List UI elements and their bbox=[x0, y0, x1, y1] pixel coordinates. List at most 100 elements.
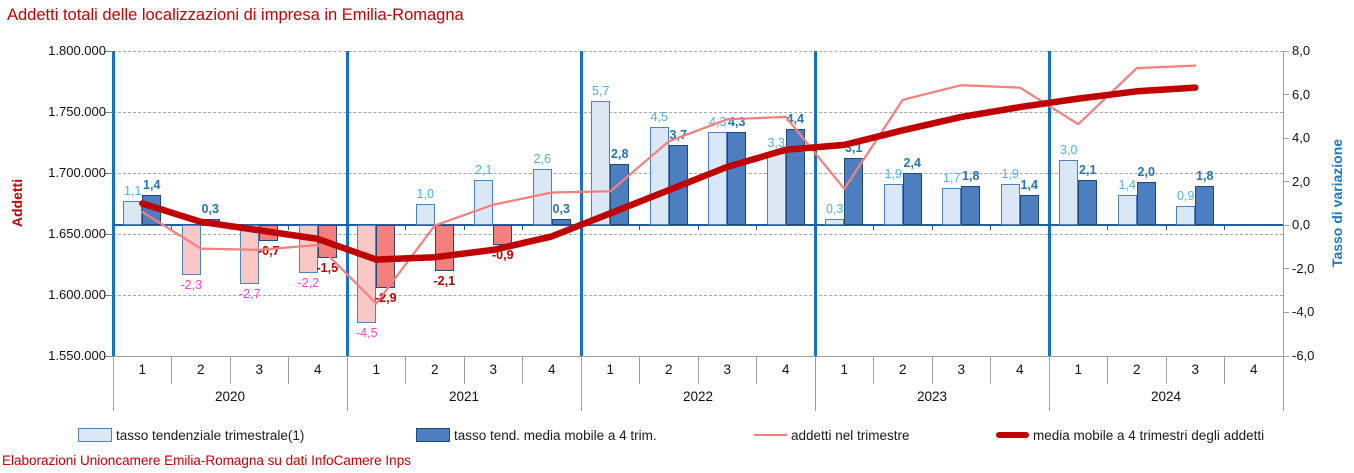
quarter-separator-tick bbox=[171, 356, 172, 384]
year-label: 2021 bbox=[448, 389, 480, 404]
bar-label-media-mobile: 3,7 bbox=[669, 127, 687, 142]
bar-tasso-tendenziale bbox=[766, 153, 786, 226]
bar-label-tendenziale: 5,7 bbox=[592, 84, 610, 99]
quarter-separator-tick bbox=[697, 356, 699, 384]
quarter-separator-tick bbox=[229, 356, 231, 384]
baseline-quarter-tick bbox=[1224, 226, 1225, 231]
year-separator-tick bbox=[1048, 356, 1050, 411]
bar-tasso-tendenziale bbox=[883, 183, 903, 226]
quarter-label: 4 bbox=[781, 362, 790, 377]
bar-label-tendenziale: 4,3 bbox=[709, 114, 727, 129]
legend-swatch-line-thin bbox=[754, 433, 787, 437]
year-separator-tick bbox=[346, 356, 348, 411]
year-separator-line bbox=[579, 51, 583, 356]
quarter-separator-tick bbox=[1224, 356, 1225, 384]
left-axis-tick-label: 1.550.000 bbox=[48, 348, 106, 363]
year-separator-tick bbox=[580, 356, 582, 411]
bar-tasso-tendenziale bbox=[1117, 194, 1137, 226]
quarter-label: 3 bbox=[1191, 362, 1199, 377]
bar-label-tendenziale: -2,3 bbox=[180, 278, 203, 293]
bar-tasso-tendenziale bbox=[649, 127, 669, 226]
bar-tasso-tendenziale bbox=[532, 168, 552, 226]
quarter-label: 4 bbox=[547, 362, 556, 377]
legend-swatch-bar-dark bbox=[416, 428, 450, 442]
quarter-label: 3 bbox=[489, 362, 497, 377]
bar-tasso-media-mobile bbox=[493, 225, 513, 245]
bar-label-tendenziale: 2,6 bbox=[533, 151, 551, 166]
right-axis-title: Tasso di variazione bbox=[1329, 138, 1345, 268]
legend-label: tasso tend. media mobile a 4 trim. bbox=[454, 427, 657, 443]
bar-tasso-media-mobile bbox=[551, 218, 571, 226]
gridline bbox=[113, 233, 1283, 235]
bar-tasso-media-mobile bbox=[1078, 179, 1098, 226]
footer-note: Elaborazioni Unioncamere Emilia-Romagna … bbox=[2, 453, 411, 468]
bar-tasso-tendenziale bbox=[123, 201, 143, 226]
left-axis-tick bbox=[105, 111, 113, 113]
plot-area: 1,1 1,4 -2,3 0,3 -2,7 -0,7 -2,2 -1,5 -4,5 -2,9 1,0… bbox=[105, 50, 1289, 411]
quarter-label: 2 bbox=[1132, 362, 1141, 377]
bar-label-media-mobile: 4,4 bbox=[786, 112, 804, 127]
bar-label-tendenziale: 2,1 bbox=[475, 162, 493, 177]
right-axis-tick bbox=[1283, 355, 1289, 357]
bar-tasso-tendenziale bbox=[825, 218, 845, 226]
legend-swatch-bar-light bbox=[78, 428, 112, 442]
right-axis-tick bbox=[1283, 268, 1289, 270]
quarter-label: 4 bbox=[313, 362, 322, 377]
quarter-separator-tick bbox=[288, 356, 289, 384]
bar-label-tendenziale: 0,3 bbox=[826, 201, 844, 216]
quarter-label: 4 bbox=[1249, 362, 1258, 377]
bar-label-media-mobile: 4,3 bbox=[728, 114, 746, 129]
quarter-separator-tick bbox=[1165, 356, 1167, 384]
left-axis-tick bbox=[105, 50, 113, 52]
baseline-quarter-tick bbox=[990, 226, 991, 231]
quarter-label: 1 bbox=[372, 362, 380, 377]
right-axis-tick-label: 6,0 bbox=[1292, 86, 1311, 102]
bar-label-media-mobile: 2,8 bbox=[611, 147, 629, 162]
left-axis-tick-label: 1.700.000 bbox=[48, 165, 106, 180]
year-label: 2023 bbox=[916, 389, 948, 404]
bar-label-tendenziale: -2,7 bbox=[238, 287, 261, 302]
legend-item: media mobile a 4 trimestri degli addetti bbox=[996, 425, 1264, 445]
bar-tasso-media-mobile bbox=[1195, 186, 1215, 226]
baseline-quarter-tick bbox=[873, 226, 874, 231]
right-axis-tick-label: 4,0 bbox=[1292, 130, 1311, 146]
bar-label-media-mobile: -1,5 bbox=[316, 260, 339, 275]
bar-tasso-tendenziale bbox=[240, 225, 260, 285]
baseline-quarter-tick bbox=[756, 226, 757, 231]
baseline-quarter-tick bbox=[639, 226, 640, 231]
bar-label-media-mobile: 2,4 bbox=[903, 156, 921, 170]
bar-label-media-mobile: 0,3 bbox=[552, 201, 570, 216]
bar-tasso-media-mobile bbox=[727, 131, 747, 226]
quarter-label: 1 bbox=[840, 362, 848, 377]
bar-tasso-tendenziale bbox=[298, 225, 318, 274]
bar-label-tendenziale: 1,1 bbox=[124, 184, 142, 199]
bar-tasso-media-mobile bbox=[200, 218, 220, 226]
bar-tasso-tendenziale bbox=[1059, 159, 1079, 226]
quarter-label: 2 bbox=[430, 362, 439, 377]
bar-label-media-mobile: 2,0 bbox=[1137, 164, 1155, 179]
gridline bbox=[113, 172, 1283, 174]
right-axis-tick-label: 8,0 bbox=[1292, 43, 1311, 58]
bar-label-media-mobile: -0,7 bbox=[257, 243, 280, 258]
year-separator-line bbox=[1047, 51, 1051, 356]
baseline-quarter-tick bbox=[463, 226, 465, 231]
bar-tasso-tendenziale bbox=[181, 225, 201, 276]
bar-label-tendenziale: 3,3 bbox=[767, 136, 785, 151]
right-axis-tick bbox=[1283, 94, 1289, 96]
gridline bbox=[113, 50, 1283, 52]
left-axis-title: Addetti bbox=[9, 178, 25, 228]
bar-label-tendenziale: 3,0 bbox=[1060, 142, 1078, 157]
quarter-label: 1 bbox=[606, 362, 614, 377]
legend-label: media mobile a 4 trimestri degli addetti bbox=[1033, 427, 1265, 443]
quarter-label: 1 bbox=[1074, 362, 1082, 377]
bar-label-media-mobile: 1,4 bbox=[143, 177, 161, 192]
baseline-quarter-tick bbox=[697, 226, 699, 231]
bar-tasso-media-mobile bbox=[1019, 194, 1039, 226]
bar-label-media-mobile: -0,9 bbox=[491, 247, 514, 262]
bar-tasso-tendenziale bbox=[942, 188, 962, 226]
quarter-separator-tick bbox=[931, 356, 933, 384]
bar-label-tendenziale: 1,9 bbox=[1001, 166, 1019, 181]
bar-tasso-media-mobile bbox=[1136, 181, 1156, 226]
year-label: 2020 bbox=[214, 389, 246, 404]
